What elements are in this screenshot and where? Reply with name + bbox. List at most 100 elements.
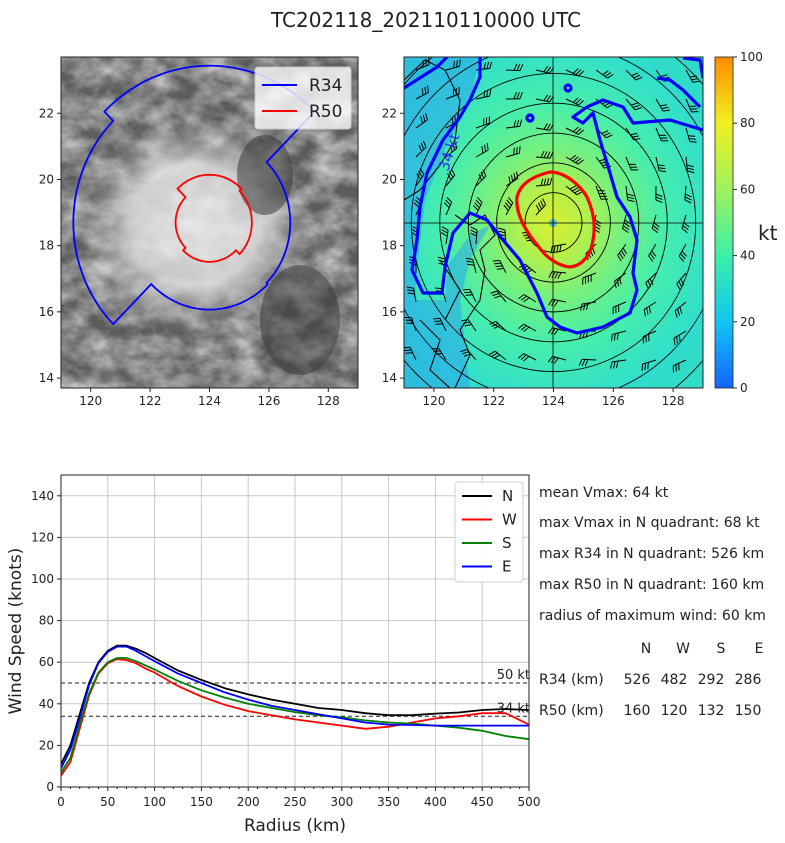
wind-barb [488, 350, 507, 361]
wind-barb [535, 94, 554, 103]
x-tick-label: 100 [143, 795, 166, 809]
wind-barb [460, 348, 477, 361]
contour-50kt [515, 170, 596, 269]
colorbar-label: kt [758, 221, 778, 245]
legend-label-e: E [502, 558, 511, 576]
y-tick-label: 0 [46, 780, 54, 794]
wind-barb [565, 97, 585, 106]
table-cell: 292 [698, 672, 725, 688]
wind-barb [610, 330, 627, 342]
wind-barb [470, 226, 478, 245]
dark-band [260, 265, 340, 375]
colorbar-tick-label: 0 [740, 381, 748, 395]
colorbar-ticks: 0 20 40 60 80 100 [733, 50, 763, 395]
wind-barb [535, 150, 554, 159]
colorbar-tick-label: 100 [740, 50, 763, 64]
x-tick-label: 400 [424, 795, 447, 809]
right-map-axes: 120 122 124 126 128 14 16 18 20 22 [382, 106, 685, 408]
wind-barb [431, 347, 447, 361]
wind-barb [433, 317, 447, 332]
wind-barb [578, 358, 597, 367]
range-ring [410, 72, 697, 373]
wind-barb [505, 92, 523, 100]
x-tick-label: 124 [542, 394, 565, 408]
wind-barb [473, 196, 483, 216]
wind-barb [492, 259, 507, 274]
wind-barb [681, 214, 690, 234]
range-ring [439, 102, 668, 343]
wind-barb [505, 171, 519, 187]
r50-outline [174, 173, 253, 263]
y-tick-label: 18 [39, 239, 54, 253]
wind-barb [440, 226, 449, 245]
wind-barb [582, 272, 597, 285]
wind-barb [676, 272, 687, 291]
y-tick-label: 40 [39, 697, 54, 711]
wind-barb [535, 65, 555, 74]
stat-mean-vmax: mean Vmax: 64 kt [539, 485, 669, 501]
table-header-s: S [717, 641, 726, 657]
wind-barb [685, 156, 695, 174]
wind-barb [685, 98, 699, 113]
legend-box [454, 481, 524, 583]
stat-rmw: radius of maximum wind: 60 km [539, 608, 766, 624]
table-cell: 120 [661, 703, 688, 719]
wind-barb [445, 86, 460, 100]
wind-barb [505, 119, 523, 129]
series-lines [61, 644, 529, 777]
wind-barb [548, 298, 567, 307]
y-tick-label: 120 [31, 530, 54, 544]
legend-label-r34: R34 [309, 76, 342, 96]
chart-axes: 0 50 100 150 200 250 300 350 400 450 500 0 20 40 60 80 1… [31, 489, 540, 809]
wind-barb [475, 89, 492, 100]
wind-barb [475, 61, 493, 71]
wind-barb [580, 301, 597, 311]
y-tick-label: 16 [39, 305, 54, 319]
x-tick-label: 124 [198, 394, 221, 408]
wind-barb [535, 198, 547, 216]
y-tick-label: 22 [39, 106, 54, 120]
y-tick-label: 60 [39, 655, 54, 669]
wind-barb [651, 214, 660, 234]
series-line-e [61, 645, 529, 769]
wind-barb [655, 127, 669, 142]
r34-outline [72, 64, 316, 326]
wind-barb [655, 98, 671, 112]
colorbar: 0 20 40 60 80 100 kt [714, 50, 778, 395]
wind-barb [475, 143, 489, 158]
stat-max-r50-n: max R50 in N quadrant: 160 km [539, 577, 764, 593]
wind-barb [565, 126, 585, 135]
x-tick-label: 128 [662, 394, 685, 408]
x-tick-label: 120 [79, 394, 102, 408]
table-header-n: N [641, 641, 651, 657]
wind-barb [518, 323, 537, 332]
wind-barb [415, 112, 428, 129]
wind-barb [461, 318, 477, 332]
range-ring [467, 132, 640, 313]
contour-34kt [404, 57, 703, 335]
wind-barb [643, 301, 657, 317]
wind-barb [535, 177, 553, 187]
x-tick-label: 126 [257, 394, 280, 408]
map-legend: R34 R50 [254, 66, 352, 130]
wind-barb [490, 290, 507, 303]
wind-barb [678, 243, 687, 262]
x-tick-label: 450 [471, 795, 494, 809]
y-tick-label: 100 [31, 572, 54, 586]
radii-table: N W S E R34 (km) 526 482 292 286 R50 (km… [539, 641, 763, 719]
x-tick-label: 128 [317, 394, 340, 408]
table-cell: 160 [624, 703, 651, 719]
x-tick-label: 126 [602, 394, 625, 408]
wind-barb [406, 286, 417, 303]
wind-barb [617, 243, 628, 262]
wind-barb [655, 185, 663, 204]
wind-barb [443, 196, 453, 216]
y-tick-label: 20 [39, 738, 54, 752]
wind-barb [505, 63, 524, 72]
wind-barb [550, 243, 567, 254]
